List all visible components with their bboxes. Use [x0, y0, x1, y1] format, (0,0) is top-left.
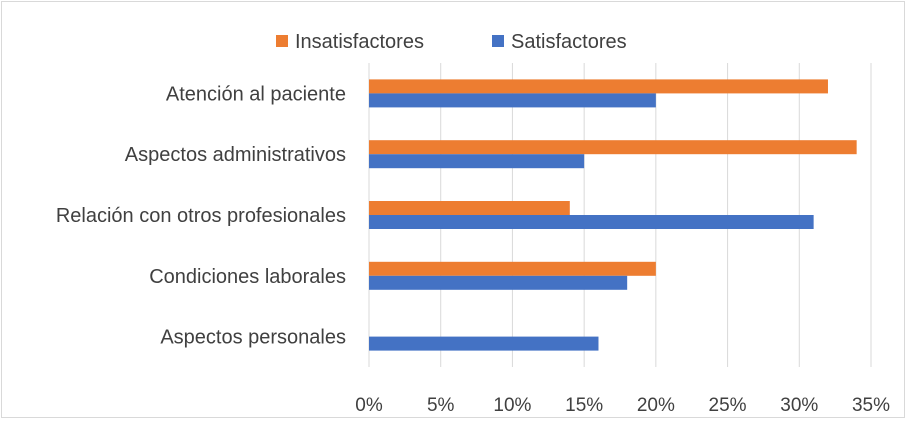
x-tick-label: 0% — [355, 395, 383, 416]
legend-swatch-insatisfactores — [276, 35, 288, 47]
legend-label-satisfactores: Satisfactores — [511, 31, 627, 53]
x-tick-label: 20% — [637, 395, 675, 416]
bar-satisfactores-3 — [369, 275, 628, 290]
bar-insatisfactores-3 — [369, 261, 656, 276]
legend-label-insatisfactores: Insatisfactores — [295, 31, 424, 53]
x-tick-label: 35% — [852, 395, 890, 416]
x-tick-label: 5% — [427, 395, 455, 416]
legend-swatch-satisfactores — [492, 35, 504, 47]
bar-satisfactores-4 — [369, 336, 599, 351]
legend: Insatisfactores Satisfactores — [276, 31, 627, 53]
x-tick-label: 25% — [709, 395, 747, 416]
category-label: Aspectos personales — [160, 327, 346, 349]
tick-labels: 0% 5% 10% 15% 20% 25% 30% 35% — [355, 395, 890, 416]
x-tick-label: 15% — [565, 395, 603, 416]
bar-insatisfactores-1 — [369, 140, 857, 155]
category-label: Aspectos administrativos — [125, 144, 346, 166]
bar-insatisfactores-0 — [369, 79, 828, 94]
category-label: Atención al paciente — [166, 83, 346, 105]
bars — [369, 79, 857, 351]
x-tick-label: 10% — [493, 395, 531, 416]
category-labels: Atención al paciente Aspectos administrat… — [56, 83, 346, 348]
bar-satisfactores-1 — [369, 154, 585, 169]
category-label: Condiciones laborales — [149, 266, 346, 288]
bar-satisfactores-2 — [369, 215, 814, 229]
category-label: Relación con otros profesionales — [56, 205, 346, 227]
x-tick-label: 30% — [780, 395, 818, 416]
bar-insatisfactores-2 — [369, 201, 570, 215]
bar-satisfactores-0 — [369, 93, 656, 108]
